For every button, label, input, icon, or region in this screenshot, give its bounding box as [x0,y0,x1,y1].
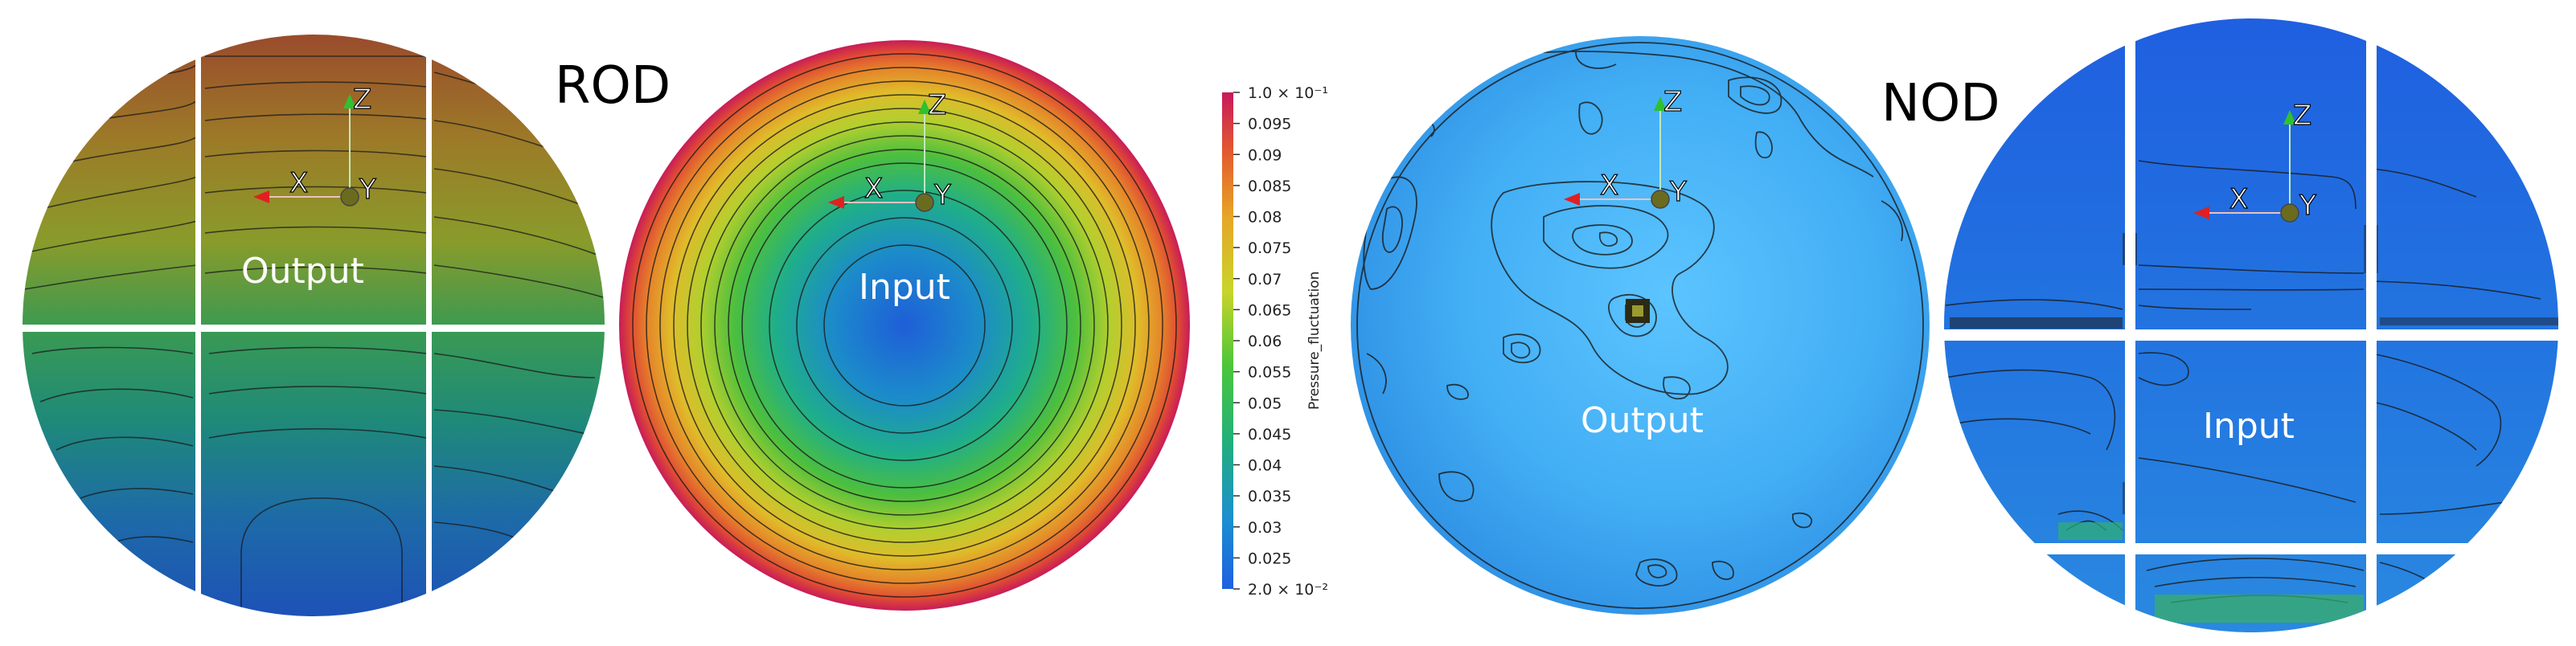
nod-output-disk: Output [1351,36,1930,615]
rod-input-contours [632,53,1177,598]
colorbar-tick-label: 0.085 [1248,178,1291,195]
nod-input-label: Input [2203,406,2295,447]
nod-output-label: Output [1581,400,1704,441]
z-axis-arrow [2283,110,2296,125]
colorbar-tick-label: 0.055 [1248,364,1291,382]
rod-input-contour [673,94,1136,557]
rod-title: ROD [555,56,671,116]
x-axis-arrow [828,196,844,209]
rod-input-contour [700,121,1109,529]
colorbar-tick-label: 0.05 [1248,395,1282,412]
z-axis-arrow [918,100,931,114]
rod-input-disk: Input [619,40,1190,611]
axis-triad: Z X Y [828,88,952,212]
x-axis-label: X [1600,170,1618,202]
colorbar-tick-label: 0.09 [1248,146,1282,164]
nod-title: NOD [1881,74,2000,133]
rod-input-contour [632,53,1177,598]
rod-input-contour [714,135,1095,516]
colorbar-min-label: 2.0 × 10⁻² [1248,581,1328,599]
z-axis-arrow [1654,96,1667,111]
colorbar-tick-label: 0.045 [1248,426,1291,444]
rod-input-contour [769,190,1040,461]
colorbar-max-label: 1.0 × 10⁻¹ [1248,84,1328,102]
colorbar-tick-label: 0.04 [1248,457,1282,475]
axis-triad: Z X Y [253,83,377,206]
rod-input-contour [741,162,1068,489]
y-axis-marker [1651,190,1670,209]
colorbar-tick-label: 0.065 [1248,301,1291,319]
axis-triad: Z X Y [1564,85,1688,209]
colorbar-tick-label: 0.07 [1248,271,1282,288]
y-axis-label: Y [933,179,951,211]
x-axis-label: X [2229,183,2248,215]
axis-triads: Z X Y Z X Y Z X Y Z X Y [253,83,2317,223]
rod-input-contour [659,80,1150,570]
axis-triad: Z X Y [2193,99,2317,223]
y-axis-marker [915,193,934,212]
y-axis-label: Y [359,174,376,206]
nod-input-grid-gaps [1938,16,2573,646]
z-axis-label: Z [353,84,371,116]
colorbar-ticks: 0.095 0.09 0.085 0.08 0.075 0.07 0.065 0.06 0.05… [1233,116,1291,567]
x-axis-arrow [253,190,269,203]
y-axis-marker [2280,203,2299,223]
colorbar-tick-label: 0.075 [1248,239,1291,257]
rod-input-label: Input [859,267,950,308]
rod-output-label: Output [241,251,364,292]
rod-input-contour [823,244,986,407]
y-axis-marker [340,187,359,206]
colorbar-tick-label: 0.06 [1248,333,1282,350]
x-axis-label: X [864,173,883,205]
nod-output-hotspot [1626,299,1650,323]
x-axis-arrow [1564,193,1580,206]
colorbar-gradient [1222,92,1233,589]
colorbar: 1.0 × 10⁻¹ 2.0 × 10⁻² 0.095 0.09 0.085 0.08… [1222,84,1328,599]
rod-input-contour [728,149,1081,502]
colorbar-tick-label: 0.035 [1248,488,1291,505]
y-axis-label: Y [2299,190,2316,222]
colorbar-tick-label: 0.095 [1248,116,1291,133]
x-axis-label: X [289,167,308,199]
x-axis-arrow [2193,206,2209,219]
nod-input-contours [1945,160,2541,603]
z-axis-label: Z [2293,100,2311,132]
rod-input-contour [646,67,1163,584]
rod-output-disk: Output [16,32,611,616]
rod-input-contour [796,217,1013,434]
z-axis-label: Z [1663,86,1682,118]
colorbar-tick-label: 0.03 [1248,519,1282,537]
rod-output-grid-gaps [16,32,611,611]
colorbar-tick-label: 0.08 [1248,209,1282,227]
colorbar-tick-label: 0.025 [1248,550,1291,567]
y-axis-label: Y [1669,176,1687,208]
nod-input-disk: Input [1938,16,2573,646]
z-axis-arrow [343,94,356,108]
rod-input-contour [687,108,1122,543]
z-axis-label: Z [928,89,946,121]
colorbar-title: Pressure_fluctuation [1306,272,1323,410]
